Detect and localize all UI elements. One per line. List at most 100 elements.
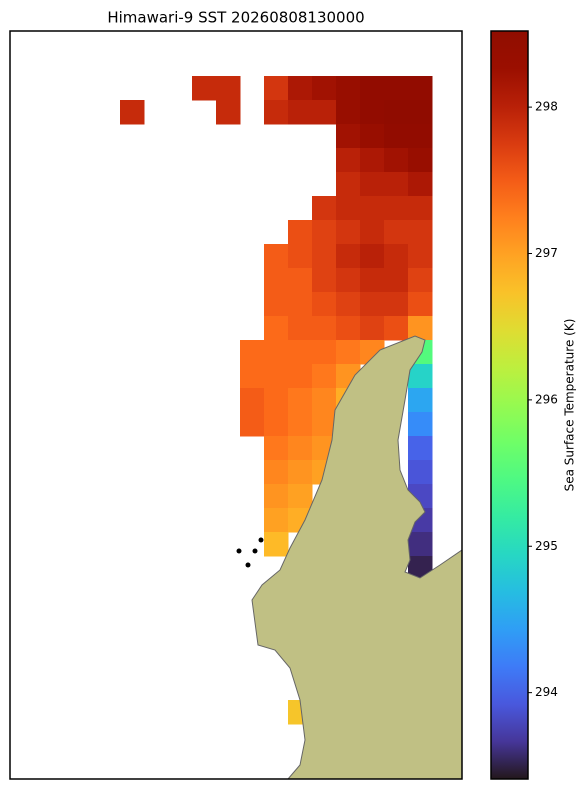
sst-cell (408, 100, 433, 125)
sst-cell (408, 436, 433, 461)
island (252, 548, 258, 554)
sst-cell (264, 412, 289, 437)
sst-cell (312, 268, 337, 293)
sst-cell (288, 292, 313, 317)
sst-cell (384, 292, 409, 317)
sst-cell (384, 76, 409, 101)
colorbar-tick-label: 294 (535, 685, 558, 699)
sst-cell (384, 220, 409, 245)
sst-cell (408, 220, 433, 245)
sst-cell (336, 172, 361, 197)
sst-cell (216, 100, 241, 125)
sst-cell (264, 244, 289, 269)
sst-cell (264, 388, 289, 413)
map-frame (9, 30, 463, 780)
sst-cell (264, 316, 289, 341)
sst-cell (288, 220, 313, 245)
sst-cell (384, 100, 409, 125)
sst-cell (336, 220, 361, 245)
sst-cell (264, 484, 289, 509)
sst-cell (264, 436, 289, 461)
sst-cell (288, 100, 313, 125)
sst-cell (336, 292, 361, 317)
sst-cell (360, 76, 385, 101)
sst-cell (240, 388, 265, 413)
sst-cell (360, 172, 385, 197)
sst-cell (240, 340, 265, 365)
colorbar-label: Sea Surface Temperature (K) (563, 319, 577, 492)
sst-cell (288, 484, 313, 509)
sst-cell (288, 412, 313, 437)
sst-cell (408, 412, 433, 437)
sst-cell (264, 364, 289, 389)
sst-cell (336, 100, 361, 125)
sst-cell (192, 76, 217, 101)
island (245, 562, 251, 568)
sst-cell (336, 316, 361, 341)
sst-cell (264, 460, 289, 485)
sst-cell (384, 172, 409, 197)
sst-cell (408, 172, 433, 197)
sst-cell (264, 532, 289, 557)
land (251, 335, 462, 779)
sst-cell (384, 196, 409, 221)
sst-cell (120, 100, 145, 125)
sst-cell (264, 76, 289, 101)
sst-cell (240, 364, 265, 389)
sst-cell (312, 388, 337, 413)
island (258, 537, 264, 543)
sst-cell (360, 292, 385, 317)
sst-cell (312, 244, 337, 269)
sst-cell (288, 436, 313, 461)
sst-cell (336, 196, 361, 221)
sst-cell (408, 316, 433, 341)
sst-cell (384, 244, 409, 269)
sst-cell (408, 268, 433, 293)
sst-cell (408, 460, 433, 485)
sst-cell (336, 76, 361, 101)
sst-cell (312, 76, 337, 101)
sst-cell (408, 244, 433, 269)
sst-cell (360, 100, 385, 125)
sst-cell (408, 196, 433, 221)
sst-cell (360, 268, 385, 293)
sst-cell (264, 100, 289, 125)
island (236, 548, 242, 554)
sst-cell (408, 76, 433, 101)
sst-cell (360, 316, 385, 341)
sst-cell (408, 124, 433, 149)
sst-cell (384, 148, 409, 173)
sst-cell (360, 220, 385, 245)
sst-cell (288, 388, 313, 413)
sst-cell (312, 220, 337, 245)
sst-cell (360, 244, 385, 269)
colorbar-tick-label: 298 (535, 100, 558, 114)
sst-cell (384, 268, 409, 293)
sst-cell (336, 268, 361, 293)
sst-cell (384, 124, 409, 149)
sst-cell (360, 196, 385, 221)
sst-cell (288, 460, 313, 485)
sst-field (120, 76, 433, 725)
sst-cell (288, 316, 313, 341)
sst-cell (240, 412, 265, 437)
colorbar-tick-label: 297 (535, 246, 558, 260)
sst-cell (312, 316, 337, 341)
sst-cell (288, 340, 313, 365)
sst-cell (264, 340, 289, 365)
sst-cell (312, 196, 337, 221)
sst-cell (312, 100, 337, 125)
sst-cell (312, 364, 337, 389)
sst-cell (288, 364, 313, 389)
sst-cell (264, 508, 289, 533)
sst-cell (408, 532, 433, 557)
colorbar (490, 30, 529, 780)
sst-cell (408, 388, 433, 413)
sst-cell (360, 124, 385, 149)
sst-cell (408, 148, 433, 173)
sst-cell (360, 148, 385, 173)
sst-cell (336, 340, 361, 365)
sst-cell (264, 268, 289, 293)
chart-title: Himawari-9 SST 20260808130000 (107, 9, 364, 27)
